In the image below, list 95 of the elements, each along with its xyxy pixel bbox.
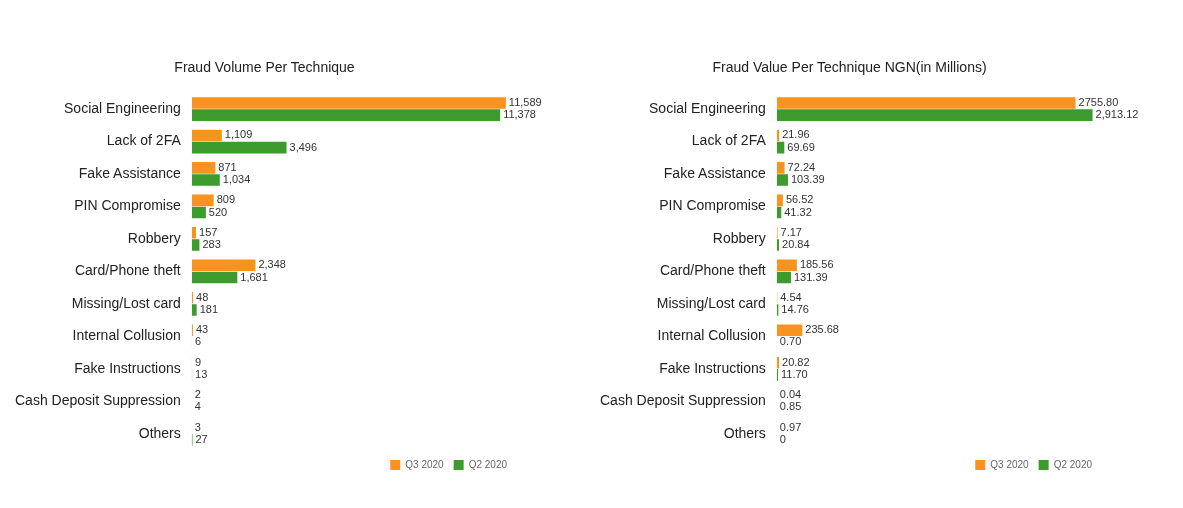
y-tick-label: Others (723, 424, 766, 441)
y-tick-label: Robbery (127, 229, 181, 246)
data-label: 2,913.12 (1095, 108, 1139, 121)
data-label: 103.39 (790, 173, 825, 186)
data-label: 0.97 (779, 420, 802, 433)
bar (776, 162, 785, 174)
data-label: 11,378 (503, 108, 536, 121)
data-label: 157 (199, 225, 218, 238)
y-tick-label: Others (138, 424, 181, 441)
data-label: 11.70 (781, 367, 808, 380)
bar (776, 324, 803, 337)
bar (191, 174, 220, 186)
data-label: 185.56 (799, 258, 834, 271)
data-label: 1,034 (222, 173, 251, 186)
y-tick-label: Cash Deposit Suppression (599, 392, 766, 409)
data-label: 41.32 (784, 205, 812, 218)
y-tick-label: Social Engineering (64, 99, 181, 116)
chart-title: Fraud Volume Per Technique (174, 59, 355, 76)
legend-label: Q2 2020 (1053, 458, 1093, 470)
legend-label: Q2 2020 (468, 458, 508, 470)
bar (191, 194, 214, 207)
data-label: 4 (194, 400, 201, 413)
data-label: 809 (216, 193, 236, 206)
legend-label: Q3 2020 (405, 458, 445, 470)
bar (776, 194, 783, 207)
data-label: 2 (194, 388, 201, 401)
data-label: 131.39 (794, 270, 828, 283)
y-tick-label: Card/Phone theft (74, 262, 181, 279)
data-label: 1,681 (240, 270, 268, 283)
y-tick-label: Social Engineering (649, 99, 766, 116)
legend-label: Q3 2020 (990, 458, 1030, 470)
bar (191, 259, 256, 272)
y-tick-label: PIN Compromise (659, 197, 766, 214)
data-label: 4.54 (780, 290, 802, 303)
y-tick-label: Fake Assistance (78, 164, 181, 181)
bar (776, 97, 1076, 109)
y-tick-label: Internal Collusion (657, 327, 766, 344)
data-label: 27 (195, 432, 208, 445)
data-label: 11,589 (508, 95, 542, 108)
data-label: 20.84 (782, 238, 810, 251)
data-label: 0.04 (779, 388, 802, 401)
y-tick-label: Fake Instructions (74, 359, 181, 376)
bar (776, 239, 780, 251)
y-tick-label: Missing/Lost card (656, 294, 766, 311)
data-label: 21.96 (782, 128, 810, 141)
data-label: 1,109 (224, 128, 253, 141)
bar (191, 129, 222, 142)
data-label: 3,496 (289, 140, 318, 153)
data-label: 13 (195, 367, 208, 380)
y-tick-label: Cash Deposit Suppression (14, 392, 181, 409)
y-tick-label: Card/Phone theft (659, 262, 766, 279)
data-label: 56.52 (785, 193, 814, 206)
data-label: 9 (195, 355, 202, 368)
data-label: 48 (196, 290, 209, 303)
data-label: 72.24 (787, 160, 816, 173)
data-label: 181 (199, 302, 219, 315)
y-tick-label: Robbery (712, 229, 766, 246)
y-tick-label: Internal Collusion (72, 327, 181, 344)
data-label: 69.69 (787, 140, 815, 153)
data-label: 2,348 (258, 258, 286, 271)
bar (191, 271, 238, 284)
data-label: 7.17 (780, 225, 802, 238)
data-label: 3 (194, 420, 201, 433)
data-label: 43 (195, 323, 209, 336)
data-label: 235.68 (805, 323, 839, 336)
y-tick-label: Fake Instructions (659, 359, 766, 376)
data-label: 0 (779, 432, 786, 445)
bar (191, 206, 206, 219)
bar (776, 356, 780, 369)
y-tick-label: PIN Compromise (74, 197, 181, 214)
y-tick-label: Missing/Lost card (71, 294, 181, 311)
bar (776, 259, 797, 272)
bar (191, 141, 287, 154)
bar (191, 239, 200, 251)
bar (191, 162, 216, 174)
data-label: 0.85 (779, 400, 802, 413)
y-tick-label: Lack of 2FA (106, 132, 182, 149)
bar (191, 109, 501, 121)
y-tick-label: Fake Assistance (663, 164, 766, 181)
bar (776, 271, 791, 284)
data-label: 20.82 (782, 355, 810, 368)
bar (191, 97, 506, 109)
data-label: 871 (218, 160, 237, 173)
bar (191, 304, 197, 316)
data-label: 0.70 (779, 335, 802, 348)
data-label: 283 (202, 238, 221, 251)
bar (776, 174, 788, 186)
y-tick-label: Lack of 2FA (691, 132, 767, 149)
bar (191, 227, 197, 239)
bar (776, 109, 1093, 121)
data-label: 520 (208, 205, 228, 218)
data-label: 6 (194, 335, 202, 348)
data-label: 2755.80 (1078, 95, 1119, 108)
chart-title: Fraud Value Per Technique NGN(in Millions) (712, 59, 987, 76)
data-label: 14.76 (781, 302, 809, 315)
